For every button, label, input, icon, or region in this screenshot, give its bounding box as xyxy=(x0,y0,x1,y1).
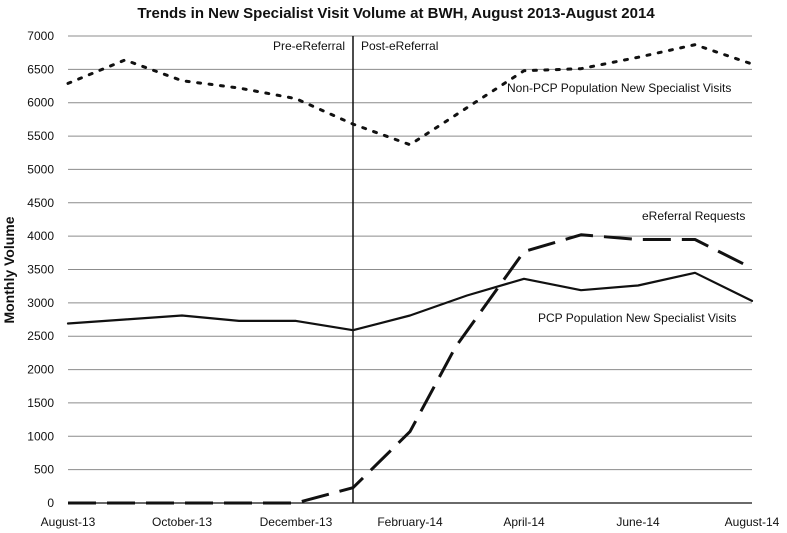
x-tick-label: April-14 xyxy=(503,515,545,529)
legend-non-pcp: Non-PCP Population New Specialist Visits xyxy=(507,81,731,95)
series-line-dashed xyxy=(68,233,753,505)
post-eReferral-label: Post-eReferral xyxy=(361,39,438,53)
series-line-solid xyxy=(66,271,754,332)
x-tick-label: August-14 xyxy=(725,515,780,529)
y-tick-labels: 0 500 1000 1500 2000 2500 3000 3500 4000 4500 5000… xyxy=(27,29,54,510)
x-tick-label: October-13 xyxy=(152,515,212,529)
legend-ereferral: eReferral Requests xyxy=(642,209,745,223)
y-axis-label: Monthly Volume xyxy=(1,216,17,323)
y-tick-label: 7000 xyxy=(27,29,54,43)
y-tick-label: 3500 xyxy=(27,263,54,277)
x-tick-label: February-14 xyxy=(377,515,443,529)
x-tick-label: June-14 xyxy=(616,515,660,529)
y-tick-label: 3000 xyxy=(27,296,54,310)
y-tick-label: 2500 xyxy=(27,329,54,343)
y-tick-label: 1000 xyxy=(27,429,54,443)
x-tick-labels: August-13 October-13 December-13 February-1… xyxy=(41,515,780,529)
series-lines xyxy=(66,43,754,505)
y-tick-label: 6500 xyxy=(27,62,54,76)
y-tick-label: 5000 xyxy=(27,162,54,176)
y-tick-label: 1500 xyxy=(27,396,54,410)
gridlines xyxy=(68,35,752,504)
chart-title: Trends in New Specialist Visit Volume at… xyxy=(137,5,655,22)
y-tick-label: 4500 xyxy=(27,196,54,210)
y-tick-label: 2000 xyxy=(27,363,54,377)
y-tick-label: 5500 xyxy=(27,129,54,143)
series-line-dotted xyxy=(66,43,754,147)
pre-eReferral-label: Pre-eReferral xyxy=(273,39,345,53)
y-tick-label: 0 xyxy=(47,496,54,510)
y-tick-label: 500 xyxy=(34,463,54,477)
y-tick-label: 6000 xyxy=(27,96,54,110)
legend-pcp: PCP Population New Specialist Visits xyxy=(538,311,736,325)
y-tick-label: 4000 xyxy=(27,229,54,243)
x-tick-label: December-13 xyxy=(260,515,333,529)
x-tick-label: August-13 xyxy=(41,515,96,529)
